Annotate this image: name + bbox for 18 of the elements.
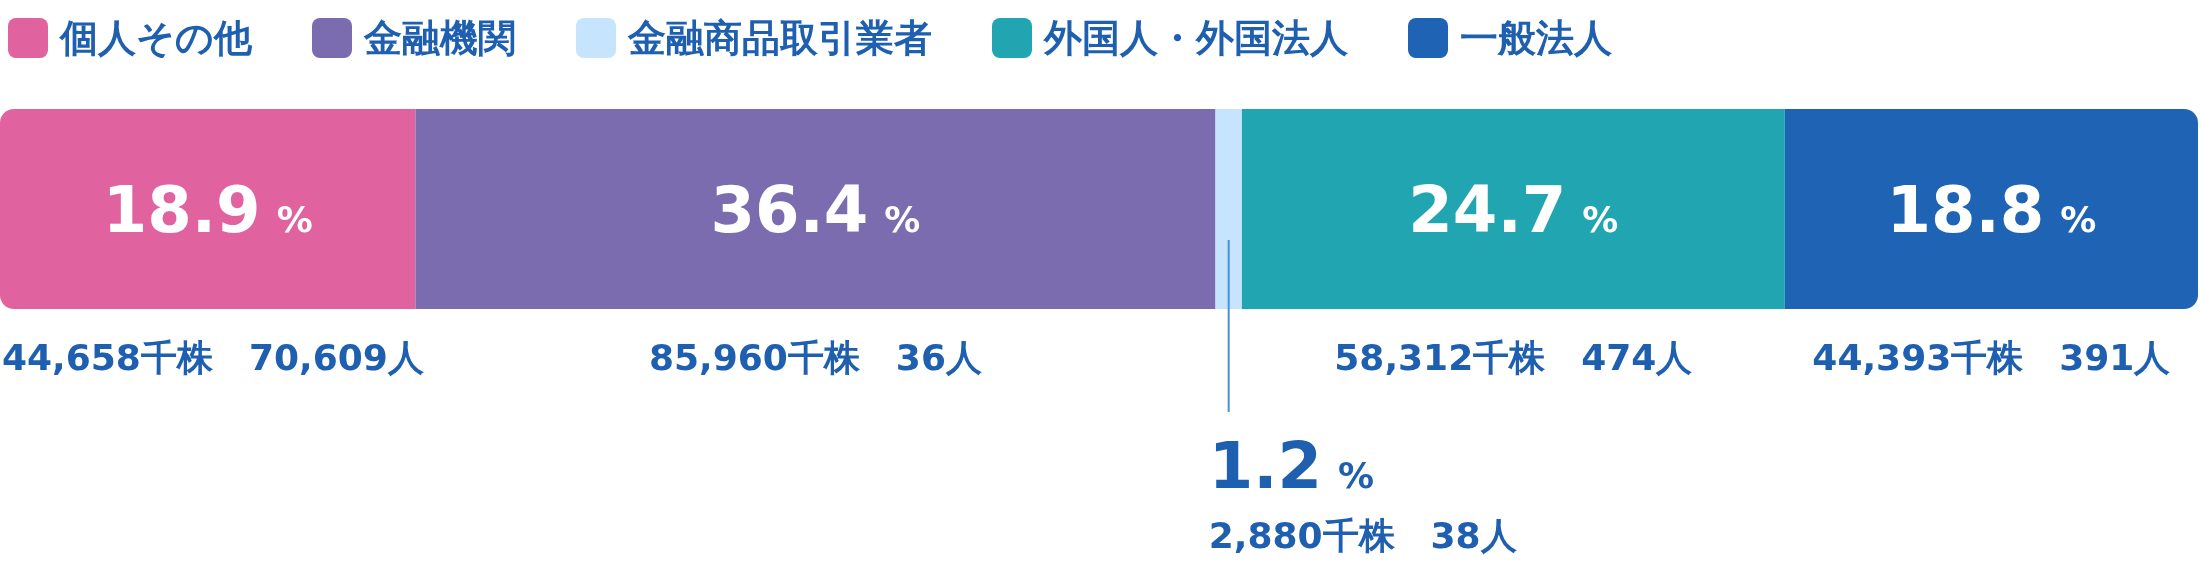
text: 44,393千株 391人	[1812, 337, 2171, 378]
data-label: 18.9 %	[102, 173, 313, 247]
data-label: 24.7 %	[1408, 173, 1619, 247]
bar	[1215, 109, 1242, 309]
bar	[1784, 109, 2198, 309]
text: 44,658千株 70,609人	[2, 337, 424, 378]
bar	[1241, 109, 1785, 309]
bar	[415, 109, 1216, 309]
text: 85,960千株 36人	[648, 337, 982, 378]
legend-label: 個人その他	[58, 16, 253, 60]
data-label: 1.2 %	[1208, 429, 1375, 503]
bar	[0, 109, 416, 309]
legend-label: 金融機関	[363, 16, 516, 60]
text: 2,880千株 38人	[1208, 515, 1517, 556]
legend-label: 一般法人	[1460, 16, 1612, 60]
data-label: 36.4 %	[710, 173, 921, 247]
text: 58,312千株 474人	[1334, 337, 1693, 378]
data-label: 18.8 %	[1886, 173, 2097, 247]
